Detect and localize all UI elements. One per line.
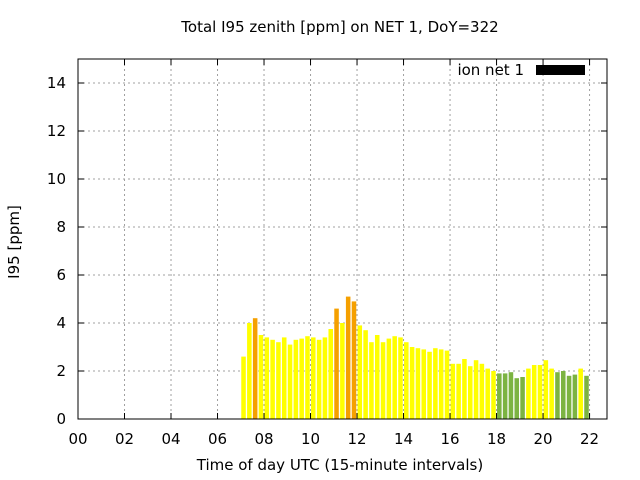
x-tick-label: 00 [68, 430, 87, 448]
bar [258, 335, 264, 419]
bar [479, 363, 485, 419]
bar [374, 335, 380, 419]
x-tick-label: 18 [487, 430, 506, 448]
legend-swatch [536, 65, 585, 75]
y-tick-label: 4 [56, 314, 66, 332]
bar [427, 351, 432, 419]
y-tick-label: 10 [47, 170, 66, 188]
legend-label: ion net 1 [457, 61, 524, 79]
bar [247, 323, 252, 419]
grid [78, 59, 607, 419]
bar [357, 325, 363, 419]
bar [334, 308, 339, 419]
bar [345, 296, 351, 419]
ticks [77, 59, 607, 420]
bar [578, 368, 583, 419]
bar [543, 360, 549, 419]
bar [281, 337, 287, 419]
bar [520, 377, 525, 419]
bar [450, 363, 456, 419]
bar [508, 372, 514, 419]
bar [404, 342, 409, 419]
y-tick-label: 0 [56, 410, 66, 428]
bar [549, 368, 554, 419]
bar [456, 363, 461, 419]
bar [467, 366, 473, 419]
bar [252, 318, 258, 419]
bar [328, 329, 334, 419]
bar [572, 374, 578, 419]
x-tick-label: 08 [254, 430, 273, 448]
bar [485, 368, 490, 419]
x-tick-label: 20 [534, 430, 553, 448]
bar [363, 330, 368, 419]
bar [287, 344, 293, 419]
y-tick-label: 14 [47, 74, 66, 92]
chart-title: Total I95 zenith [ppm] on NET 1, DoY=322 [180, 18, 498, 36]
bar [584, 375, 589, 419]
bar [537, 365, 543, 419]
bar [305, 336, 310, 419]
x-tick-label: 10 [301, 430, 320, 448]
bar [276, 342, 281, 419]
bar [421, 349, 427, 419]
bar [340, 323, 345, 419]
y-tick-label: 2 [56, 362, 66, 380]
bar [311, 337, 316, 419]
bar [514, 378, 520, 419]
x-tick-label: 04 [161, 430, 180, 448]
x-axis-label: Time of day UTC (15-minute intervals) [196, 456, 483, 474]
x-tick-label: 12 [347, 430, 366, 448]
bar [398, 337, 403, 419]
bar [270, 339, 275, 419]
bar [322, 337, 328, 419]
bar [531, 365, 537, 419]
y-axis-label: I95 [ppm] [5, 205, 23, 279]
bar [473, 360, 479, 419]
bar [526, 368, 531, 419]
bar [415, 348, 421, 419]
bar [392, 336, 397, 419]
x-tick-label: 06 [208, 430, 227, 448]
y-tick-label: 6 [56, 266, 66, 284]
x-tick-label: 02 [115, 430, 134, 448]
bar [433, 348, 438, 419]
x-tick-label: 22 [580, 430, 599, 448]
bar [241, 356, 246, 419]
bar [566, 375, 572, 419]
bar [444, 350, 450, 419]
bar [386, 338, 392, 419]
bar [316, 339, 322, 419]
bar [369, 342, 374, 419]
bar [555, 372, 560, 419]
bar [293, 339, 299, 419]
x-tick-label: 14 [394, 430, 413, 448]
plot-frame [77, 58, 608, 420]
y-tick-label: 8 [56, 218, 66, 236]
bar [502, 373, 508, 419]
bar [299, 338, 304, 419]
bar [462, 359, 467, 419]
bar [497, 373, 502, 419]
legend: ion net 1 [457, 61, 585, 79]
bar [491, 371, 496, 419]
bar [409, 347, 415, 419]
bar [351, 301, 357, 419]
bar [438, 349, 444, 419]
y-tick-label: 12 [47, 122, 66, 140]
bar [380, 342, 386, 419]
bar [560, 371, 566, 419]
bars [241, 296, 589, 419]
bar [264, 337, 270, 419]
x-tick-label: 16 [440, 430, 459, 448]
